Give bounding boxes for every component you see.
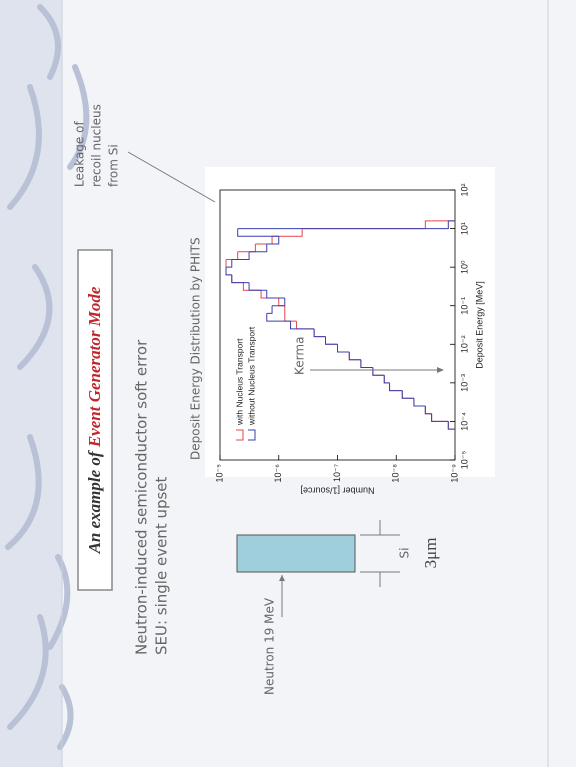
slide-title: An example of Event Generator Mode xyxy=(85,286,104,554)
thickness-label: 3μm xyxy=(421,538,440,569)
bullet: Neutron-induced semiconductor soft error xyxy=(133,339,151,655)
legend-label: without Nucleus Transport xyxy=(246,326,256,426)
x-tick-label: 10⁰ xyxy=(459,260,469,274)
slide: An example of Event Generator Mode Neutr… xyxy=(0,0,576,767)
x-axis-label: Deposit Energy [MeV] xyxy=(474,281,484,369)
x-tick-label: 10¹ xyxy=(459,222,469,235)
x-tick-label: 10⁻¹ xyxy=(459,297,469,315)
material-label: Si xyxy=(398,548,412,559)
y-tick-label: 10⁻⁸ xyxy=(391,464,401,483)
x-tick-label: 10⁻³ xyxy=(459,374,469,392)
y-tick-label: 10⁻⁹ xyxy=(449,464,459,483)
chart-title: Deposit Energy Distribution by PHITS xyxy=(189,237,203,460)
beam-label: Neutron 19 MeV xyxy=(263,597,277,695)
x-tick-label: 10⁻⁵ xyxy=(459,450,469,469)
y-tick-label: 10⁻⁶ xyxy=(273,464,283,483)
leakage-label: from Si xyxy=(107,144,121,187)
kerma-label: Kerma xyxy=(293,337,307,375)
y-tick-label: 10⁻⁷ xyxy=(332,464,342,482)
x-tick-label: 10⁻² xyxy=(459,335,469,353)
y-axis-label: Number [1/source] xyxy=(300,486,374,496)
x-tick-label: 10⁻⁴ xyxy=(459,412,469,431)
page: An example of Event Generator Mode Neutr… xyxy=(0,0,576,767)
leakage-label: Leakage of xyxy=(73,121,87,187)
top-band xyxy=(0,0,62,767)
si-layer xyxy=(237,535,355,572)
x-tick-label: 10² xyxy=(459,183,469,196)
y-tick-label: 10⁻⁵ xyxy=(214,464,224,483)
title-highlight: Event Generator Mode xyxy=(85,286,104,448)
legend-label: with Nucleus Transport xyxy=(234,338,244,426)
title-prefix: An example of xyxy=(85,449,104,554)
bullet: SEU: single event upset xyxy=(153,476,171,655)
leakage-label: recoil nucleus xyxy=(90,104,104,187)
